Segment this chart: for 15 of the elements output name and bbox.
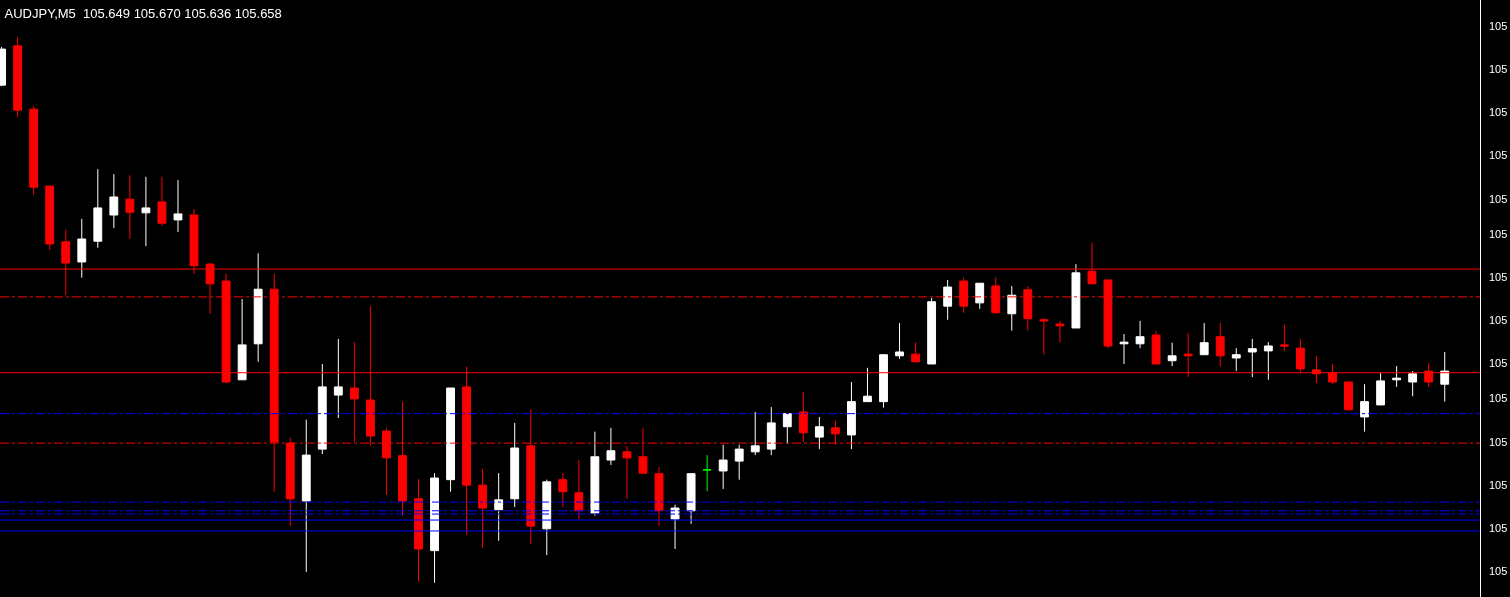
text: 105 xyxy=(1489,149,1508,161)
text: 105 xyxy=(1489,479,1508,491)
text: 105 xyxy=(1489,314,1508,326)
text: 105 xyxy=(1489,436,1508,448)
text: 105 xyxy=(1489,357,1508,369)
text: 105 xyxy=(1489,193,1508,205)
text: 105 xyxy=(1489,392,1508,404)
text: 105 xyxy=(1489,20,1508,32)
text: 105 xyxy=(1489,522,1508,534)
chart-title: AUDJPY,M5 105.649 105.670 105.636 105.658 xyxy=(4,6,282,22)
text: 105 xyxy=(1489,565,1508,577)
text: 105 xyxy=(1489,228,1508,240)
text: 105 xyxy=(1489,106,1508,118)
text: 105 xyxy=(1489,271,1508,283)
text: 105 xyxy=(1489,63,1508,75)
